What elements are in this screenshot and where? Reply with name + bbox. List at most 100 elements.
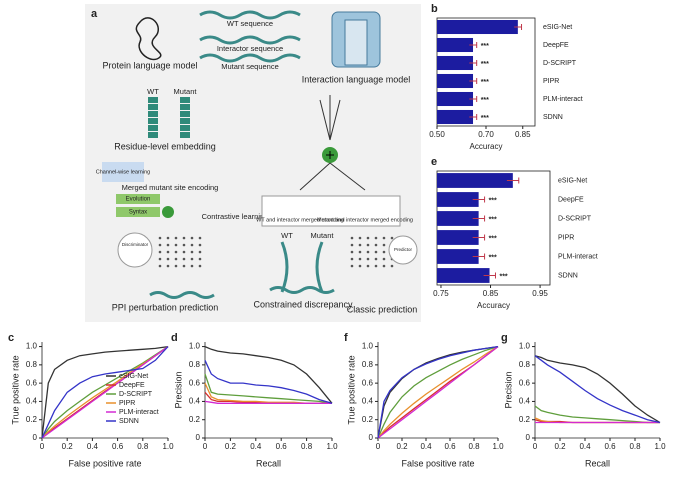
dot [174, 257, 178, 261]
y-tick-label: 0.4 [362, 397, 374, 406]
legend-label: eSIG-Net [119, 373, 148, 380]
y-tick-label: 0 [196, 433, 201, 442]
x-tick-label: 0.4 [420, 442, 432, 451]
axis [534, 342, 660, 439]
label: Discriminator [122, 242, 149, 247]
x-tick-label: 0 [40, 442, 45, 451]
protein-icon [135, 17, 162, 61]
y-tick-label: 0.4 [26, 397, 38, 406]
error-bar [469, 96, 478, 102]
bar [437, 37, 474, 53]
dot [350, 243, 354, 247]
x-tick-label: 0.8 [137, 442, 149, 451]
label: Protein language model [102, 60, 197, 70]
sequence [199, 10, 301, 20]
embedding-cell [180, 104, 190, 110]
significance: *** [489, 254, 497, 261]
y-tick-label: 1.0 [189, 342, 201, 351]
bar [437, 55, 474, 71]
x-tick-label: 0 [203, 442, 208, 451]
curve [204, 360, 333, 404]
embedding-cell [148, 118, 158, 124]
dot [182, 257, 186, 261]
panel-a: a WT sequence Interactor sequence Mutant… [85, 4, 421, 322]
label: Interaction language model [302, 74, 411, 84]
category-label: D-SCRIPT [558, 215, 592, 222]
significance: *** [481, 61, 489, 68]
dot [166, 243, 170, 247]
label: Mutant and interactor merged encoding [317, 217, 413, 223]
y-tick-label: 0.2 [189, 415, 201, 424]
y-tick-label: 0 [33, 433, 38, 442]
dot [358, 257, 362, 261]
label: WT and interactor merged encoding [256, 217, 344, 223]
error-bar [469, 114, 478, 120]
x-tick-label: 0.95 [532, 289, 548, 298]
dot [182, 264, 186, 268]
panel-label: e [431, 156, 437, 168]
dot [390, 264, 394, 268]
dot [158, 257, 162, 261]
dot [382, 257, 386, 261]
x-axis-label: Accuracy [470, 142, 503, 151]
dot [174, 264, 178, 268]
dot [358, 250, 362, 254]
x-tick-label: 0 [376, 442, 381, 451]
x-tick-label: 0.4 [87, 442, 99, 451]
dot [158, 264, 162, 268]
curve [204, 400, 332, 404]
significance: *** [499, 273, 507, 280]
bar [437, 249, 479, 264]
x-axis-label: Accuracy [477, 301, 510, 310]
box [116, 207, 160, 217]
category-label: PIPR [543, 78, 559, 85]
plot-frame [436, 170, 551, 286]
y-tick-label: 0.6 [519, 378, 531, 387]
error-bar [472, 196, 486, 203]
curve [377, 346, 499, 439]
y-axis-label: Precision [173, 371, 183, 408]
axis [204, 342, 332, 439]
x-tick-label: 0.8 [301, 442, 313, 451]
dot [158, 243, 162, 247]
dot [382, 250, 386, 254]
embedding-cell [180, 97, 190, 103]
bar [437, 230, 479, 245]
error-bar [469, 42, 478, 48]
x-tick-label: 1.0 [492, 442, 504, 451]
significance: *** [481, 97, 489, 104]
legend-label: PIPR [119, 400, 135, 407]
category-label: eSIG-Net [558, 177, 587, 184]
bar [437, 91, 474, 107]
category-label: PLM-interact [543, 96, 583, 103]
curve [41, 346, 169, 439]
x-tick-label: 0.2 [62, 442, 74, 451]
sequence [269, 286, 335, 294]
dot [182, 250, 186, 254]
x-tick-label: 0.6 [276, 442, 288, 451]
dot [174, 250, 178, 254]
label: WT [281, 231, 293, 240]
error-bar [472, 234, 486, 241]
x-tick-label: 0.85 [483, 289, 499, 298]
error-bar [469, 60, 478, 66]
curve [204, 373, 333, 404]
embedding-cell [148, 97, 158, 103]
bar [437, 211, 479, 226]
x-tick-label: 0.2 [396, 442, 408, 451]
dot [366, 236, 370, 240]
dot [358, 243, 362, 247]
x-axis-label: Recall [256, 458, 281, 468]
error-bar [483, 272, 496, 279]
dot [158, 236, 162, 240]
legend-label: DeepFE [119, 382, 145, 389]
label: Constrained discrepancy [253, 299, 353, 309]
embedding-cell [148, 111, 158, 117]
dot [182, 236, 186, 240]
dot [350, 264, 354, 268]
x-tick-label: 0.85 [515, 130, 531, 139]
dot [198, 264, 202, 268]
x-tick-label: 0.4 [250, 442, 262, 451]
curve [41, 345, 169, 439]
